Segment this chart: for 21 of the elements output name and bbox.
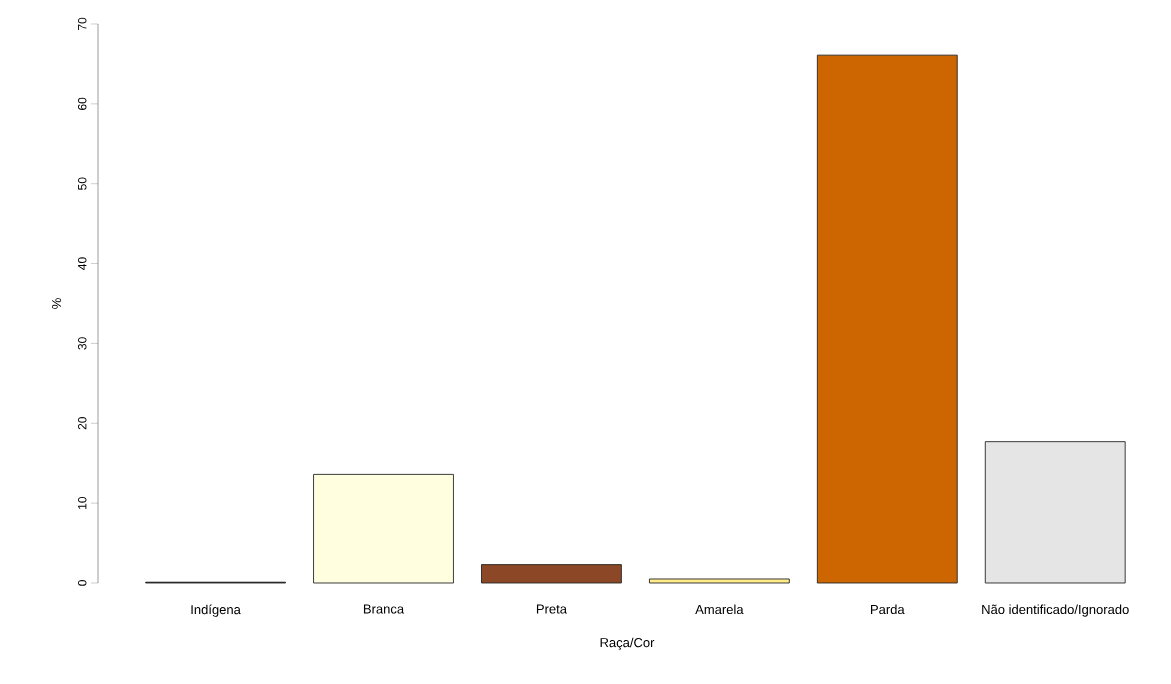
x-tick-label: Indígena (191, 604, 241, 617)
y-tick-label: 40 (77, 257, 87, 270)
y-tick-label: 60 (77, 97, 87, 110)
bar (984, 441, 1126, 584)
y-tick-label: 0 (77, 580, 87, 586)
x-tick-label: Amarela (695, 604, 744, 615)
y-tick-label: 70 (77, 17, 87, 31)
x-tick-label: Branca (363, 604, 405, 614)
x-tick-label: Parda (871, 604, 905, 615)
y-axis-title: % (52, 298, 62, 309)
bar (816, 54, 958, 584)
y-tick-label: 20 (77, 417, 87, 430)
x-tick-label: Preta (536, 604, 567, 614)
bar (313, 473, 454, 584)
bar (648, 578, 790, 584)
bar (481, 564, 622, 584)
y-tick-label: 50 (77, 177, 87, 190)
x-tick-label: Não identificado/Ignorado (982, 604, 1129, 617)
x-axis-title: Raça/Cor (600, 637, 655, 650)
y-tick-label: 10 (77, 496, 87, 509)
y-tick-label: 30 (77, 337, 87, 350)
